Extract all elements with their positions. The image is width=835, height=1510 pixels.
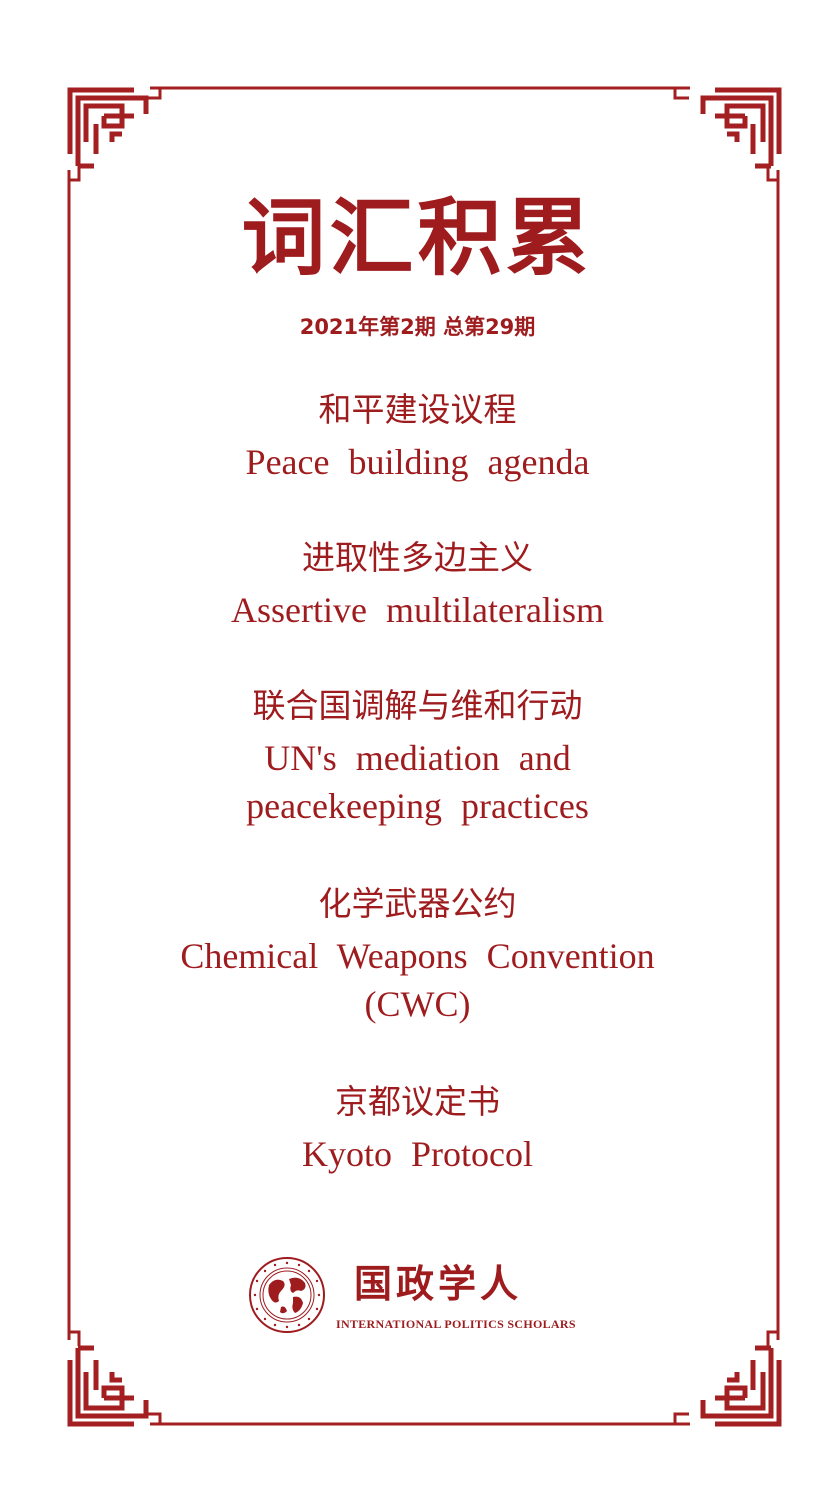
term-zh: 和平建设议程: [318, 390, 517, 429]
page-title: 词汇积累: [241, 188, 594, 287]
term-en: Assertive multilateralism: [231, 590, 604, 630]
term-zh: 京都议定书: [335, 1082, 500, 1121]
term-5: 京都议定书 Kyoto Protocol: [0, 1080, 835, 1178]
brand-name-en: INTERNATIONAL POLITICS SCHOLARS: [336, 1317, 576, 1331]
term-4: 化学武器公约 Chemical Weapons Convention (CWC): [0, 882, 835, 1028]
term-en: Peace building agenda: [245, 442, 590, 482]
issue-number: 2021年第2期 总第29期: [299, 315, 536, 339]
term-en: (CWC): [364, 984, 471, 1024]
term-en: peacekeeping practices: [246, 786, 589, 826]
term-zh: 化学武器公约: [318, 884, 517, 923]
term-zh: 进取性多边主义: [302, 538, 533, 577]
term-2: 进取性多边主义 Assertive multilateralism: [0, 536, 835, 634]
brand-name-zh: 国政学人: [354, 1262, 523, 1306]
term-zh: 联合国调解与维和行动: [252, 686, 583, 725]
term-1: 和平建设议程 Peace building agenda: [0, 388, 835, 486]
globe-seal-icon: [249, 1257, 325, 1333]
term-en: Chemical Weapons Convention: [180, 936, 655, 976]
term-en: Kyoto Protocol: [302, 1134, 533, 1174]
term-3: 联合国调解与维和行动 UN's mediation and peacekeepi…: [0, 684, 835, 830]
term-en: UN's mediation and: [264, 738, 571, 778]
